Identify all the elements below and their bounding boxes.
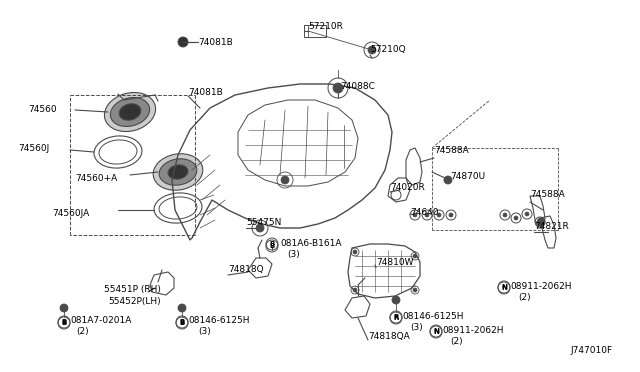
Text: 08911-2062H: 08911-2062H [510, 282, 572, 291]
Text: 08146-6125H: 08146-6125H [188, 316, 250, 325]
Circle shape [281, 176, 289, 184]
Text: 74088C: 74088C [340, 82, 375, 91]
Text: 74588A: 74588A [530, 190, 564, 199]
Text: 74560JA: 74560JA [52, 209, 89, 218]
Text: J747010F: J747010F [570, 346, 612, 355]
Text: B: B [179, 319, 184, 325]
Text: B: B [269, 243, 275, 249]
Ellipse shape [168, 165, 188, 179]
Text: 081A6-B161A: 081A6-B161A [280, 239, 342, 248]
Text: N: N [433, 328, 439, 334]
Circle shape [537, 218, 545, 226]
Text: (2): (2) [450, 337, 463, 346]
Circle shape [178, 37, 188, 47]
Text: 74560J: 74560J [18, 144, 49, 153]
Text: (3): (3) [410, 323, 423, 332]
Text: 74560: 74560 [28, 105, 56, 114]
Text: (2): (2) [76, 327, 88, 336]
Circle shape [437, 213, 441, 217]
Circle shape [525, 212, 529, 216]
Text: 74810W: 74810W [376, 258, 413, 267]
Bar [304, 25, 326, 37]
Text: 08146-6125H: 08146-6125H [402, 312, 463, 321]
Circle shape [444, 176, 452, 184]
Text: B: B [179, 320, 184, 326]
Circle shape [413, 213, 417, 217]
Circle shape [178, 304, 186, 312]
Circle shape [514, 216, 518, 220]
Text: B: B [61, 319, 67, 325]
Circle shape [425, 213, 429, 217]
Text: R: R [394, 315, 399, 321]
Circle shape [392, 296, 400, 304]
Text: 74818QA: 74818QA [368, 332, 410, 341]
Text: R: R [394, 314, 399, 320]
Text: 74870U: 74870U [450, 172, 485, 181]
Circle shape [353, 250, 357, 254]
Text: 55451P (RH): 55451P (RH) [104, 285, 161, 294]
Circle shape [256, 224, 264, 232]
Text: (2): (2) [518, 293, 531, 302]
Circle shape [413, 288, 417, 292]
Text: (3): (3) [198, 327, 211, 336]
Circle shape [503, 213, 507, 217]
Text: 74588A: 74588A [434, 146, 468, 155]
Circle shape [413, 254, 417, 258]
Ellipse shape [110, 97, 150, 126]
Circle shape [60, 304, 68, 312]
Text: 57210R: 57210R [308, 22, 343, 31]
Ellipse shape [159, 159, 197, 185]
Circle shape [353, 288, 357, 292]
Text: 55452P(LH): 55452P(LH) [108, 297, 161, 306]
Ellipse shape [104, 93, 156, 132]
Text: N: N [501, 284, 507, 290]
Text: 57210Q: 57210Q [370, 45, 406, 54]
Text: 081A7-0201A: 081A7-0201A [70, 316, 131, 325]
Text: 74818Q: 74818Q [228, 265, 264, 274]
Text: N: N [433, 329, 439, 335]
Ellipse shape [153, 154, 203, 190]
Text: B: B [61, 320, 67, 326]
Text: (3): (3) [287, 250, 300, 259]
Circle shape [449, 213, 453, 217]
Text: N: N [501, 285, 507, 291]
Text: 08911-2062H: 08911-2062H [442, 326, 504, 335]
Circle shape [333, 83, 343, 93]
Text: 74821R: 74821R [534, 222, 569, 231]
Text: 74640: 74640 [410, 208, 438, 217]
Text: 55475N: 55475N [246, 218, 282, 227]
Text: 74560+A: 74560+A [75, 174, 117, 183]
Text: 74081B: 74081B [198, 38, 233, 47]
Circle shape [538, 220, 542, 224]
Text: 74081B: 74081B [188, 88, 223, 97]
Text: 74020R: 74020R [390, 183, 425, 192]
Text: B: B [269, 241, 275, 247]
Ellipse shape [119, 104, 141, 120]
Circle shape [368, 46, 376, 54]
